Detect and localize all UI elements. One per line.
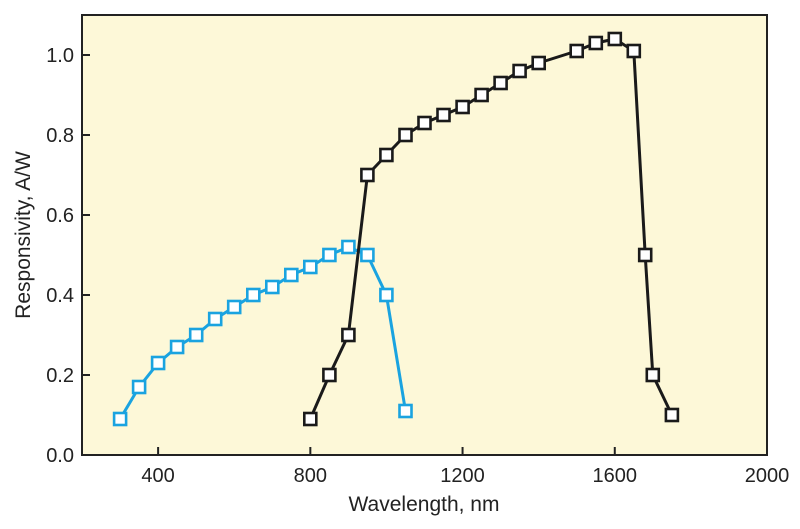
- series-2-point: [417, 115, 432, 131]
- series-1-point: [360, 247, 375, 263]
- series-1-point: [150, 355, 166, 371]
- series-2-point: [664, 407, 680, 423]
- x-axis-label: Wavelength, nm: [349, 493, 500, 516]
- series-2-point: [341, 327, 356, 343]
- series-2-point: [302, 411, 318, 427]
- x-tick-label: 1600: [593, 465, 638, 487]
- series-layer: [112, 31, 680, 427]
- y-tick-label: 0.6: [46, 205, 74, 227]
- series-1-point: [226, 299, 242, 315]
- series-2-point: [512, 63, 527, 79]
- series-2-point: [645, 367, 661, 383]
- series-2-point: [436, 107, 451, 123]
- x-tick-label: 400: [141, 465, 174, 487]
- series-2-point: [531, 55, 547, 71]
- series-1-point: [188, 327, 204, 343]
- series-2-point: [626, 43, 642, 59]
- y-tick-label: 0.0: [46, 445, 74, 467]
- series-2-point: [607, 31, 623, 47]
- series-1-point: [379, 287, 394, 303]
- series-2-point: [637, 247, 653, 263]
- x-axis: 400 800 1200 1600 2000: [141, 447, 789, 487]
- series-1-point: [398, 403, 413, 419]
- y-axis: 0.0 0.2 0.4 0.6 0.8 1.0: [46, 45, 90, 467]
- series-1-point: [264, 279, 280, 295]
- series-1-point: [302, 259, 318, 275]
- series-2-point: [588, 35, 604, 51]
- series-2-point: [398, 127, 413, 143]
- x-tick-label: 800: [294, 465, 327, 487]
- y-tick-label: 1.0: [46, 45, 74, 67]
- series-1-point: [246, 287, 261, 303]
- y-tick-label: 0.8: [46, 125, 74, 147]
- series-1-point: [341, 239, 356, 255]
- series-2-point: [569, 43, 585, 59]
- series-1-point: [207, 311, 223, 327]
- series-2-point: [379, 147, 394, 163]
- series-1-point: [283, 267, 299, 283]
- x-tick-label: 1200: [440, 465, 485, 487]
- series-2-point: [360, 167, 375, 183]
- y-tick-label: 0.4: [46, 285, 74, 307]
- series-2-point: [322, 367, 337, 383]
- series-1-point: [112, 411, 128, 427]
- series-2-point: [474, 87, 489, 103]
- series-1-point: [169, 339, 185, 355]
- y-tick-label: 0.2: [46, 365, 74, 387]
- series-2-point: [493, 75, 508, 91]
- y-axis-label: Responsivity, A/W: [12, 151, 35, 319]
- x-tick-label: 2000: [745, 465, 790, 487]
- series-1-point: [322, 247, 337, 263]
- series-2-point: [455, 99, 470, 115]
- plot-area: [81, 14, 768, 456]
- series-1-point: [131, 379, 147, 395]
